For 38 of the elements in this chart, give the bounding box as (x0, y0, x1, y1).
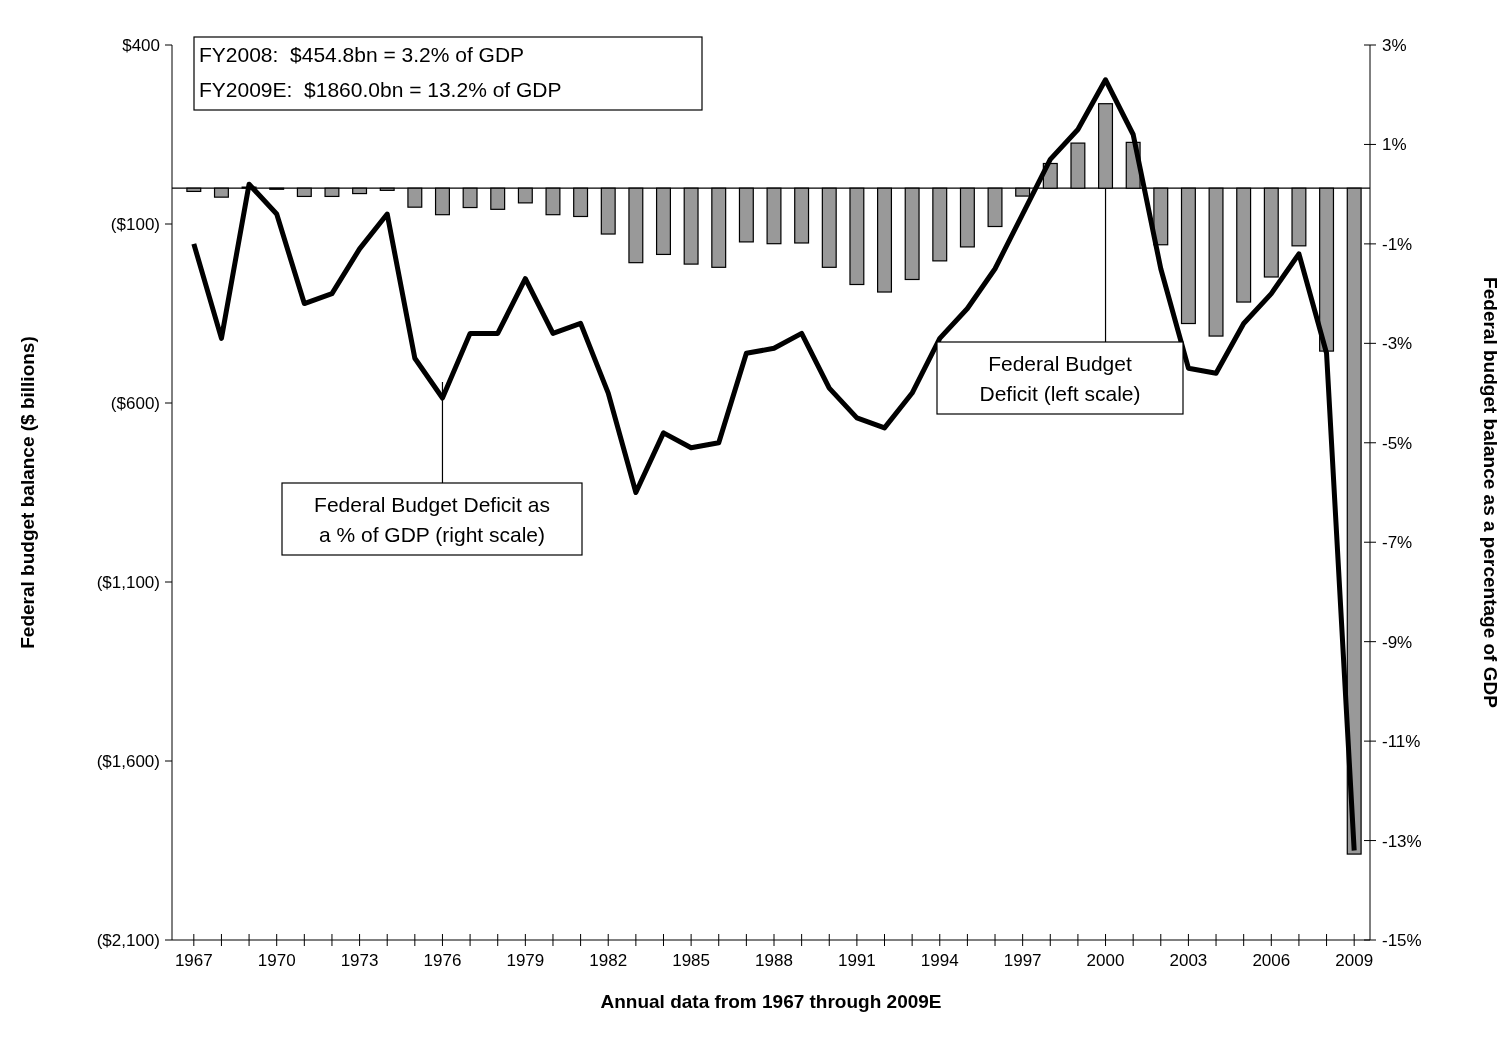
y-tick-label: ($2,100) (96, 930, 160, 950)
y2-tick-label: -1% (1382, 234, 1413, 254)
annotation: Federal Budget Deficit (left scale) (979, 352, 1141, 405)
y2-tick-label: -13% (1382, 831, 1422, 851)
x-tick-label: 1985 (672, 951, 711, 970)
y2-tick-label: 1% (1382, 135, 1407, 155)
x-tick-label: 2009 (1335, 951, 1374, 970)
x-tick-label: 1967 (174, 951, 213, 970)
x-tick-label: 1991 (837, 951, 876, 970)
x-tick-label: 1994 (920, 951, 959, 970)
x-tick-label: 1979 (506, 951, 545, 970)
y2-tick-label: 3% (1382, 35, 1407, 55)
x-tick-label: 2006 (1252, 951, 1291, 970)
y2-tick-label: -9% (1382, 632, 1413, 652)
x-tick-label: 2000 (1086, 951, 1125, 970)
x-tick-label: 2003 (1169, 951, 1208, 970)
y-tick-label: ($600) (110, 393, 160, 413)
x-tick-label: 1997 (1003, 951, 1042, 970)
y2-tick-label: -5% (1382, 433, 1413, 453)
x-axis-title: Annual data from 1967 through 2009E (600, 991, 942, 1012)
y2-tick-label: -11% (1382, 732, 1421, 752)
y2-tick-label: -15% (1382, 930, 1422, 950)
y-tick-label: ($100) (110, 214, 160, 234)
y2-tick-label: -7% (1382, 533, 1413, 553)
y-axis-title: Federal budget balance ($ billions) (17, 336, 38, 649)
annotation: FY2008: $454.8bn = 3.2% of GDP (199, 43, 525, 66)
y-tick-label: ($1,100) (96, 572, 160, 592)
x-tick-label: 1982 (589, 951, 628, 970)
x-tick-label: 1976 (423, 951, 462, 970)
y-tick-label: $400 (122, 35, 160, 55)
y2-axis-title: Federal budget balance as a percentage of GDP (1480, 277, 1501, 709)
x-tick-label: 1970 (257, 951, 296, 970)
x-tick-label: 1973 (340, 951, 379, 970)
annotation: Federal Budget Deficit as a % of GDP (right scale) (314, 493, 550, 546)
y-tick-label: ($1,600) (96, 751, 160, 771)
y2-tick-label: -3% (1382, 334, 1413, 354)
x-tick-label: 1988 (755, 951, 793, 970)
annotation: FY2009E: $1860.0bn = 13.2% of GDP (199, 78, 562, 101)
